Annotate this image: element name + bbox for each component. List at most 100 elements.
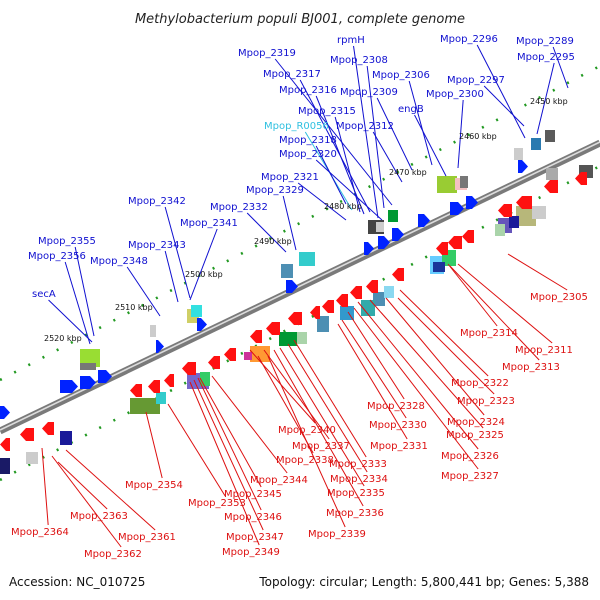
gene-leader-line	[357, 301, 479, 450]
gene-label: Mpop_2348	[90, 256, 148, 267]
gene-label: Mpop_2354	[125, 480, 183, 491]
gene-block	[200, 372, 210, 386]
gene-leader-line	[372, 131, 403, 183]
gene-label: Mpop_2317	[263, 69, 321, 80]
gene-block	[0, 458, 10, 474]
gene-arrow	[450, 202, 464, 215]
gene-leader-line	[337, 323, 408, 440]
gene-leader-line	[267, 355, 346, 528]
gene-leader-line	[385, 297, 485, 416]
gene-label: Mpop_2347	[226, 532, 284, 543]
gene-arrow	[224, 348, 236, 361]
gene-label: Mpop_2337	[292, 441, 350, 452]
gene-arrow	[466, 196, 478, 209]
gene-arrow	[250, 330, 262, 343]
gene-arrow	[182, 362, 196, 375]
scale-label: 2450 kbp	[530, 97, 568, 106]
gene-label: Mpop_2316	[279, 85, 337, 96]
gene-label: secA	[32, 289, 56, 300]
gene-arrow	[60, 380, 78, 393]
gene-arrow	[208, 356, 220, 369]
gene-label: Mpop_2355	[38, 236, 96, 247]
gene-leader-line	[399, 289, 489, 377]
gene-label: Mpop_2309	[340, 87, 398, 98]
gene-label: Mpop_2321	[261, 172, 319, 183]
gene-leader-line	[57, 461, 108, 510]
gene-leader-line	[145, 411, 163, 479]
gene-block	[299, 252, 315, 266]
gene-block	[433, 262, 445, 272]
gene-label: Mpop_2340	[278, 425, 336, 436]
gene-leader-line	[315, 159, 383, 221]
gene-leader-line	[483, 85, 525, 127]
gene-leader-line	[447, 263, 498, 327]
page-title: Methylobacterium populi BJ001, complete …	[135, 12, 465, 27]
gene-label: Mpop_R0056	[264, 121, 329, 132]
gene-label: Mpop_2338	[276, 455, 334, 466]
gene-block	[373, 292, 385, 306]
gene-arrow	[378, 236, 390, 249]
gene-arrow	[350, 286, 362, 299]
gene-leader-line	[293, 339, 367, 458]
gene-arrow	[364, 242, 374, 255]
gene-label: Mpop_2327	[441, 471, 499, 482]
gene-block	[546, 168, 558, 180]
gene-arrow	[80, 376, 96, 389]
gene-label: Mpop_2361	[118, 532, 176, 543]
gene-block	[130, 398, 160, 414]
gene-label: engB	[398, 104, 424, 115]
gene-leader-line	[536, 62, 555, 135]
gene-leader-line	[74, 246, 95, 337]
gene-label: Mpop_2326	[441, 451, 499, 462]
gene-arrow	[164, 374, 174, 387]
gene-leader-line	[369, 299, 484, 429]
gene-label: Mpop_2339	[308, 529, 366, 540]
gene-label: Mpop_2362	[84, 549, 142, 560]
gene-label: Mpop_2331	[370, 441, 428, 452]
gene-label: Mpop_2308	[330, 55, 388, 66]
gene-leader-line	[65, 449, 156, 531]
gene-block	[514, 148, 523, 160]
gene-leader-line	[164, 206, 191, 299]
gene-label: Mpop_2320	[279, 149, 337, 160]
gene-label: Mpop_2296	[440, 34, 498, 45]
gene-block	[437, 176, 457, 193]
gene-label: Mpop_2314	[460, 328, 518, 339]
gene-label: Mpop_2333	[329, 459, 387, 470]
gene-block	[361, 300, 375, 316]
gene-label: Mpop_2328	[367, 401, 425, 412]
gene-arrow	[544, 180, 558, 193]
gene-label: Mpop_2319	[238, 48, 296, 59]
gene-leader-line	[197, 377, 262, 511]
gene-leader-line	[353, 307, 479, 470]
gene-label: Mpop_2312	[336, 121, 394, 132]
scale-label: 2480 kbp	[324, 202, 362, 211]
lower-tick-track	[0, 164, 600, 482]
gene-label: Mpop_2346	[224, 512, 282, 523]
gene-block	[388, 210, 398, 222]
gene-label: Mpop_2305	[530, 292, 588, 303]
gene-label: Mpop_2343	[128, 240, 186, 251]
gene-block	[317, 316, 329, 332]
gene-label: Mpop_2289	[516, 36, 574, 47]
gene-block	[509, 216, 519, 228]
gene-arrow	[197, 318, 207, 331]
gene-leader-line	[353, 45, 379, 219]
gene-arrow	[392, 268, 404, 281]
gene-label: Mpop_2306	[372, 70, 430, 81]
gene-arrow	[498, 204, 512, 217]
gene-leader-line	[64, 261, 91, 345]
gene-block	[384, 286, 394, 298]
gene-label: Mpop_2363	[70, 511, 128, 522]
gene-leader-line	[315, 95, 365, 215]
gene-block	[531, 138, 541, 150]
gene-block	[279, 332, 297, 346]
gene-block	[156, 392, 166, 404]
gene-leader-line	[341, 319, 407, 419]
gene-leader-line	[164, 250, 179, 303]
gene-label: Mpop_2349	[222, 547, 280, 558]
gene-label: Mpop_2330	[369, 420, 427, 431]
scale-label: 2500 kbp	[185, 270, 223, 279]
gene-leader-line	[189, 381, 260, 546]
